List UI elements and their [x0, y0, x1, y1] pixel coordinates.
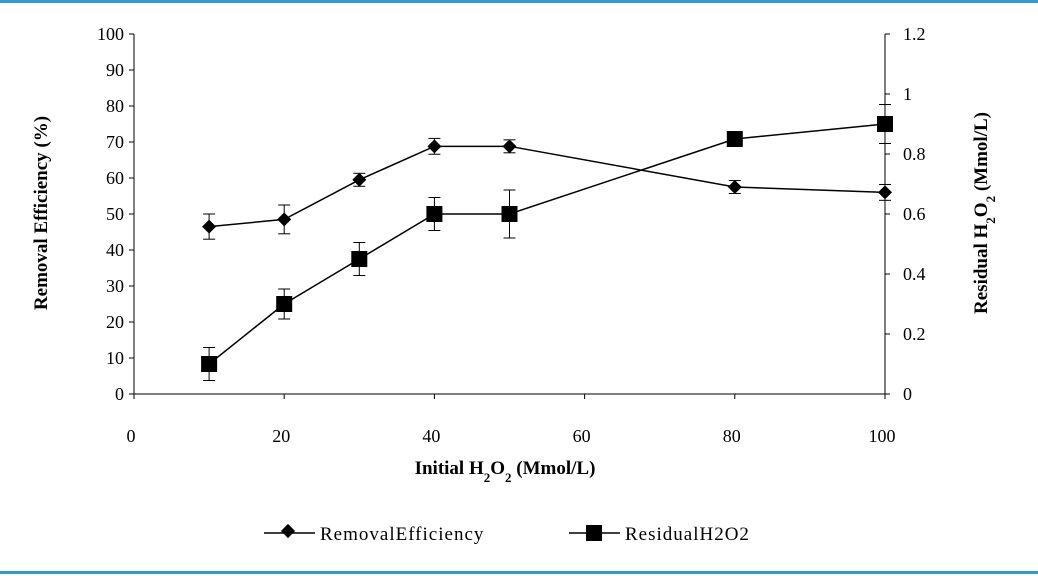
top-border: [0, 0, 1038, 3]
series-residual-h2o2: [201, 104, 893, 381]
x-tick-label: 60: [573, 426, 591, 446]
data-point-square: [426, 206, 443, 222]
axes: [129, 33, 890, 399]
y-right-tick-label: 0.6: [903, 204, 926, 224]
legend: RemovalEfficiency ResidualH2O2: [264, 523, 750, 545]
data-point-square: [351, 251, 368, 267]
series-layer: [201, 104, 893, 381]
y-left-tick-label: 70: [106, 132, 124, 152]
tick-labels: 0 10 20 30 40 50 60 70 80 90 100 0 0.2 0.4 0.6 0.8 1 1.2 0…: [97, 24, 926, 446]
y-left-tick-label: 60: [106, 168, 124, 188]
x-axis-title: Initial H2O2 (Mmol/L): [415, 458, 596, 485]
bottom-border: [0, 571, 1038, 574]
x-tick-label: 80: [723, 426, 741, 446]
y-left-tick-label: 50: [106, 204, 124, 224]
legend-item-removal-efficiency: RemovalEfficiency: [264, 523, 484, 545]
y-right-tick-label: 0.4: [903, 264, 926, 284]
y-left-tick-label: 10: [106, 348, 124, 368]
data-point-diamond: [878, 185, 892, 200]
y-axis-left-title: Removal Efficiency (%): [31, 116, 52, 310]
data-point-diamond: [202, 219, 217, 234]
data-point-diamond: [352, 172, 367, 187]
legend-marker-square: [586, 525, 602, 541]
legend-label-removal: RemovalEfficiency: [320, 524, 484, 545]
data-point-diamond: [427, 139, 442, 154]
y-left-tick-label: 20: [106, 312, 124, 332]
y-left-tick-label: 0: [115, 384, 124, 404]
data-point-square: [726, 131, 743, 147]
y-right-tick-label: 0: [903, 384, 912, 404]
y-left-tick-label: 100: [97, 24, 124, 44]
legend-label-residual: ResidualH2O2: [625, 524, 750, 545]
x-tick-label: 100: [869, 426, 896, 446]
y-right-tick-label: 0.2: [903, 324, 926, 344]
data-point-diamond: [277, 212, 292, 227]
legend-item-residual-h2o2: ResidualH2O2: [569, 524, 750, 545]
data-point-diamond: [502, 139, 517, 154]
data-point-diamond: [727, 180, 742, 194]
y-right-tick-label: 1.2: [903, 24, 926, 44]
y-right-tick-label: 1: [903, 84, 912, 104]
series-line: [209, 145, 886, 228]
data-point-square: [276, 296, 293, 312]
x-tick-label: 0: [127, 426, 136, 446]
y-left-tick-label: 80: [106, 96, 124, 116]
data-point-square: [201, 356, 218, 372]
legend-marker-diamond: [280, 523, 296, 539]
y-left-tick-label: 90: [106, 60, 124, 80]
x-tick-label: 20: [272, 426, 290, 446]
y-left-tick-label: 40: [106, 240, 124, 260]
x-tick-label: 40: [422, 426, 440, 446]
series-removal-efficiency: [202, 137, 892, 240]
series-line: [208, 123, 886, 365]
y-axis-right-title: Residual H2O2 (Mmol/L): [971, 112, 998, 314]
y-left-tick-label: 30: [106, 276, 124, 296]
data-point-square: [501, 206, 518, 222]
data-point-square: [877, 116, 893, 132]
y-right-tick-label: 0.8: [903, 144, 926, 164]
